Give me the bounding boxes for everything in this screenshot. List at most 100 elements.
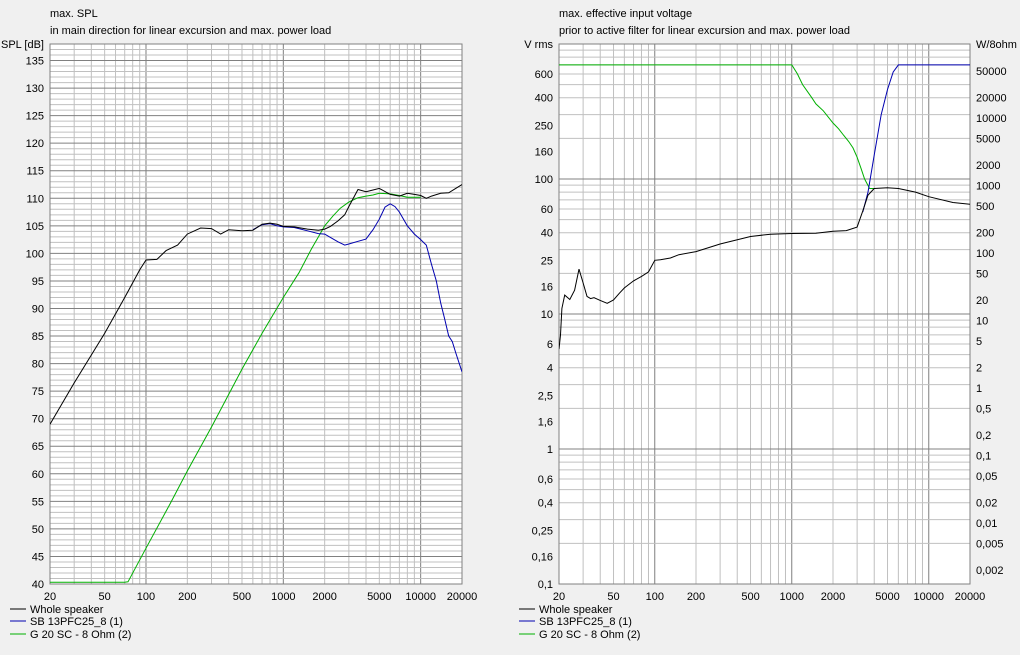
y-tick-label: 50 (32, 524, 44, 536)
y-tick-label: 75 (32, 386, 44, 398)
y2-tick-label: 50 (976, 268, 988, 280)
x-tick-label: 5000 (875, 591, 899, 603)
x-tick-label: 500 (741, 591, 759, 603)
legend-label: G 20 SC - 8 Ohm (2) (539, 629, 640, 641)
y2-tick-label: 2000 (976, 160, 1000, 172)
plot-frame (558, 43, 971, 585)
y-tick-label: 10 (541, 309, 553, 321)
y-tick-label: 6 (547, 339, 553, 351)
chart-subtitle: prior to active filter for linear excurs… (559, 25, 850, 37)
series-line-whole (559, 187, 970, 350)
y-tick-label: 4 (547, 363, 553, 375)
y-tick-label: 110 (26, 193, 44, 205)
y-tick-label: 25 (541, 255, 553, 267)
x-tick-label: 1000 (780, 591, 804, 603)
plot-frame (49, 43, 463, 585)
y-tick-label: 40 (32, 579, 44, 591)
series-line-g20 (50, 192, 421, 583)
y2-tick-label: 5000 (976, 133, 1000, 145)
y2-tick-label: 0,02 (976, 498, 997, 510)
legend-label: SB 13PFC25_8 (1) (539, 616, 632, 628)
x-tick-label: 100 (646, 591, 664, 603)
y2-tick-label: 2 (976, 363, 982, 375)
y2-tick-label: 500 (976, 201, 994, 213)
x-tick-label: 10000 (405, 591, 436, 603)
x-tick-label: 10000 (913, 591, 944, 603)
legend-label: Whole speaker (30, 604, 104, 616)
y-tick-label: 40 (541, 228, 553, 240)
y-tick-label: 60 (541, 204, 553, 216)
y2-tick-label: 10 (976, 316, 988, 328)
y2-tick-label: 20000 (976, 93, 1007, 105)
y-tick-label: 60 (32, 469, 44, 481)
x-tick-label: 200 (687, 591, 705, 603)
x-tick-label: 500 (233, 591, 251, 603)
x-tick-label: 20000 (955, 591, 986, 603)
y-tick-label: 100 (26, 248, 44, 260)
x-tick-label: 20 (553, 591, 565, 603)
y-tick-label: 85 (32, 331, 44, 343)
y-tick-label: 90 (32, 303, 44, 315)
y-tick-label: 600 (535, 69, 553, 81)
series-line-sb (252, 203, 462, 373)
y-tick-label: 80 (32, 359, 44, 371)
y2-tick-label: 0,1 (976, 451, 991, 463)
y-tick-label: 0,6 (538, 474, 553, 486)
y-tick-label: 0,4 (538, 498, 553, 510)
y2-tick-label: 10000 (976, 113, 1007, 125)
y-tick-label: 100 (535, 174, 553, 186)
y-tick-label: 95 (32, 276, 44, 288)
y2-axis-label: W/8ohm (976, 39, 1017, 51)
x-tick-label: 2000 (312, 591, 336, 603)
y2-tick-label: 0,01 (976, 518, 997, 530)
y-tick-label: 2,5 (538, 390, 553, 402)
y-tick-label: 70 (32, 414, 44, 426)
y-tick-label: 115 (26, 166, 44, 178)
y-tick-label: 105 (26, 221, 44, 233)
legend-label: Whole speaker (539, 604, 613, 616)
y2-tick-label: 0,002 (976, 565, 1004, 577)
y2-tick-label: 0,5 (976, 403, 991, 415)
series-line-g20 (559, 64, 875, 189)
y-tick-label: 135 (26, 56, 44, 68)
x-tick-label: 5000 (367, 591, 391, 603)
y2-tick-label: 50000 (976, 66, 1007, 78)
y2-tick-label: 100 (976, 248, 994, 260)
x-tick-label: 50 (607, 591, 619, 603)
y-tick-label: 0,1 (538, 579, 553, 591)
y-tick-label: 0,25 (532, 525, 553, 537)
y2-tick-label: 0,2 (976, 430, 991, 442)
series-line-sb (862, 64, 970, 213)
y-tick-label: 250 (535, 120, 553, 132)
y2-tick-label: 20 (976, 295, 988, 307)
y-tick-label: 55 (32, 496, 44, 508)
chart-title: max. SPL (50, 8, 98, 20)
y-tick-label: 1 (547, 444, 553, 456)
x-tick-label: 200 (178, 591, 196, 603)
y2-tick-label: 1000 (976, 181, 1000, 193)
x-tick-label: 50 (99, 591, 111, 603)
y-tick-label: 130 (26, 83, 44, 95)
y2-tick-label: 0,005 (976, 538, 1004, 550)
y2-tick-label: 0,05 (976, 471, 997, 483)
y-tick-label: 400 (535, 93, 553, 105)
y-tick-label: 65 (32, 441, 44, 453)
y-tick-label: 125 (26, 111, 44, 123)
spl-chart: max. SPL in main direction for linear exc… (1, 8, 477, 641)
x-tick-label: 100 (137, 591, 155, 603)
chart-title: max. effective input voltage (559, 8, 692, 20)
y-tick-label: 16 (541, 281, 553, 293)
series-line-whole (50, 184, 462, 425)
x-tick-label: 1000 (271, 591, 295, 603)
y-tick-label: 0,16 (532, 551, 553, 563)
legend-label: SB 13PFC25_8 (1) (30, 616, 123, 628)
x-tick-label: 2000 (821, 591, 845, 603)
x-tick-label: 20 (44, 591, 56, 603)
y-tick-label: 160 (535, 146, 553, 158)
y2-tick-label: 1 (976, 383, 982, 395)
legend-label: G 20 SC - 8 Ohm (2) (30, 629, 131, 641)
y-tick-label: 120 (26, 138, 44, 150)
y-axis-label: V rms (524, 39, 553, 51)
